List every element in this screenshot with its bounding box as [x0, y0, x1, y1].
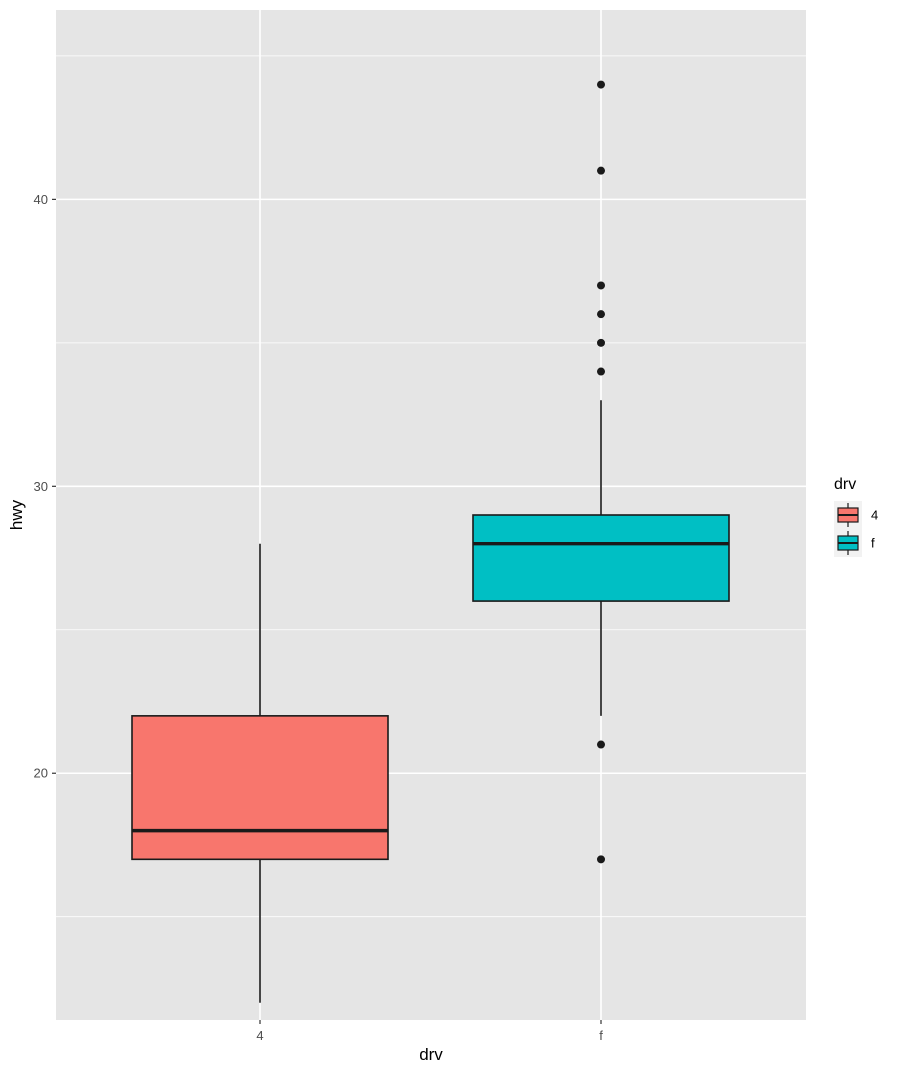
legend-item-4: 4: [834, 501, 878, 529]
outlier-point: [597, 367, 605, 376]
legend-label: f: [871, 536, 875, 551]
y-tick-label: 20: [34, 766, 48, 781]
outlier-point: [597, 310, 605, 319]
outlier-point: [597, 166, 605, 175]
minor-grid: [56, 55, 806, 918]
outlier-point: [597, 740, 605, 749]
y-axis: 20 30 40: [34, 192, 56, 781]
outlier-point: [597, 281, 605, 290]
box-4: [131, 543, 389, 1003]
y-tick-label: 30: [34, 479, 48, 494]
outlier-point: [597, 80, 605, 89]
box-f: [472, 80, 730, 864]
y-tick-label: 40: [34, 192, 48, 207]
x-axis-title: drv: [419, 1045, 443, 1064]
box-iqr: [472, 514, 730, 602]
legend-item-f: f: [834, 529, 875, 557]
outlier-point: [597, 855, 605, 864]
legend: drv 4 f: [834, 476, 878, 557]
x-tick-label: f: [599, 1028, 603, 1043]
outlier-point: [597, 338, 605, 347]
box-iqr: [131, 715, 389, 861]
y-axis-title: hwy: [7, 499, 26, 530]
legend-label: 4: [871, 508, 878, 523]
legend-title: drv: [834, 476, 856, 493]
x-tick-label: 4: [256, 1028, 263, 1043]
box-group: [131, 80, 730, 1003]
